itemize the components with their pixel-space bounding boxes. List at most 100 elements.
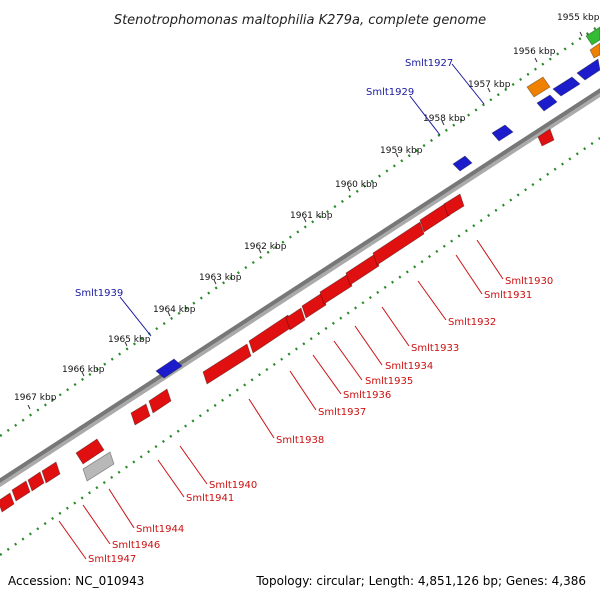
kbp-tick (124, 341, 128, 347)
backbone-shadow (0, 89, 600, 488)
kbp-tick (258, 248, 262, 254)
gene-label[interactable]: Smlt1941 (186, 493, 234, 504)
gene-reverse[interactable] (372, 221, 425, 266)
gene-orange[interactable] (526, 76, 551, 98)
gene-reverse[interactable] (319, 273, 353, 305)
leader-line (289, 370, 317, 411)
gene-orange[interactable] (589, 42, 600, 59)
leader-line (58, 520, 87, 560)
kbp-ticks (27, 31, 583, 410)
gene-reverse[interactable] (41, 461, 61, 484)
leader-line (157, 459, 185, 498)
leader-line (476, 239, 504, 280)
backbone-line (0, 88, 600, 483)
gene-label[interactable]: Smlt1937 (318, 407, 366, 418)
gene-reverse[interactable] (148, 388, 172, 414)
forward-genes (155, 26, 600, 379)
gene-reverse[interactable] (285, 307, 306, 331)
kbp-tick (81, 371, 85, 377)
kbp-tick (347, 186, 351, 192)
gene-leader-lines (58, 63, 504, 560)
kbp-label: 1959 kbp (380, 146, 423, 156)
kbp-label: 1956 kbp (513, 47, 556, 57)
kbp-labels: 1955 kbp 1956 kbp 1957 kbp 1958 kbp 1959… (14, 13, 600, 403)
leader-line (381, 306, 410, 347)
gene-green[interactable] (585, 26, 600, 46)
gene-forward[interactable] (491, 124, 514, 142)
gene-label[interactable]: Smlt1936 (343, 390, 391, 401)
gene-gray[interactable] (82, 451, 115, 482)
gene-reverse[interactable] (419, 202, 451, 233)
gene-reverse[interactable] (130, 403, 151, 426)
gene-label[interactable]: Smlt1932 (448, 317, 496, 328)
gene-label[interactable]: Smlt1929 (366, 87, 414, 98)
kbp-tick (303, 217, 307, 223)
leader-line (409, 95, 441, 136)
gene-label[interactable]: Smlt1940 (209, 480, 257, 491)
gene-labels: Smlt1927 Smlt1929 Smlt1939 Smlt1930 Smlt… (75, 58, 553, 565)
genome-backbone (0, 88, 600, 488)
leader-line (451, 63, 485, 105)
gene-label[interactable]: Smlt1946 (112, 540, 160, 551)
gene-reverse[interactable] (301, 292, 327, 319)
accession-text: Accession: NC_010943 (8, 574, 145, 588)
kbp-label: 1966 kbp (62, 365, 105, 375)
kbp-tick (534, 57, 538, 63)
gene-forward[interactable] (576, 58, 600, 81)
gene-forward[interactable] (452, 155, 473, 172)
reverse-genes (0, 128, 555, 513)
kbp-label: 1958 kbp (423, 114, 466, 124)
genome-summary-text: Topology: circular; Length: 4,851,126 bp… (256, 574, 586, 588)
leader-line (108, 488, 135, 529)
gene-reverse[interactable] (0, 492, 15, 513)
leader-line (179, 445, 208, 485)
kbp-tick (579, 31, 583, 37)
gene-label[interactable]: Smlt1933 (411, 343, 459, 354)
kbp-label: 1960 kbp (335, 180, 378, 190)
gene-label[interactable]: Smlt1944 (136, 524, 184, 535)
leader-line (354, 325, 383, 366)
kbp-label: 1957 kbp (468, 80, 511, 90)
gene-label[interactable]: Smlt1938 (276, 435, 324, 446)
kbp-label: 1955 kbp (557, 13, 600, 23)
gene-label[interactable]: Smlt1930 (505, 276, 553, 287)
kbp-label: 1963 kbp (199, 273, 242, 283)
gene-reverse[interactable] (537, 128, 555, 147)
gene-reverse[interactable] (202, 343, 252, 385)
gene-forward[interactable] (552, 76, 581, 97)
gene-reverse[interactable] (75, 438, 105, 465)
leader-line (417, 280, 447, 321)
inner-tick-track (0, 137, 600, 556)
gene-label[interactable]: Smlt1931 (484, 290, 532, 301)
leader-line (455, 254, 483, 295)
kbp-label: 1961 kbp (290, 211, 333, 221)
gene-forward[interactable] (536, 94, 558, 112)
map-title: Stenotrophomonas maltophilia K279a, comp… (114, 13, 486, 28)
leader-line (312, 354, 342, 395)
gene-label[interactable]: Smlt1939 (75, 288, 123, 299)
gene-forward[interactable] (155, 358, 183, 379)
kbp-tick (441, 120, 445, 126)
inner-tick-track-line (0, 137, 600, 556)
kbp-tick (27, 404, 31, 410)
gene-reverse[interactable] (443, 193, 465, 217)
gene-reverse[interactable] (27, 471, 45, 492)
kbp-label: 1965 kbp (108, 335, 151, 345)
kbp-tick (487, 87, 491, 93)
kbp-label: 1962 kbp (244, 242, 287, 252)
kbp-label: 1967 kbp (14, 393, 57, 403)
kbp-tick (395, 152, 399, 158)
leader-line (119, 296, 152, 337)
leader-line (333, 340, 363, 381)
kbp-tick (213, 279, 217, 285)
leader-line (82, 504, 111, 545)
kbp-label: 1964 kbp (153, 305, 196, 315)
gene-reverse[interactable] (345, 253, 380, 286)
gene-label[interactable]: Smlt1947 (88, 554, 136, 565)
gene-reverse[interactable] (11, 480, 31, 502)
gene-label[interactable]: Smlt1935 (365, 376, 413, 387)
gene-label[interactable]: Smlt1934 (385, 361, 433, 372)
kbp-tick (167, 311, 171, 317)
gene-label[interactable]: Smlt1927 (405, 58, 453, 69)
